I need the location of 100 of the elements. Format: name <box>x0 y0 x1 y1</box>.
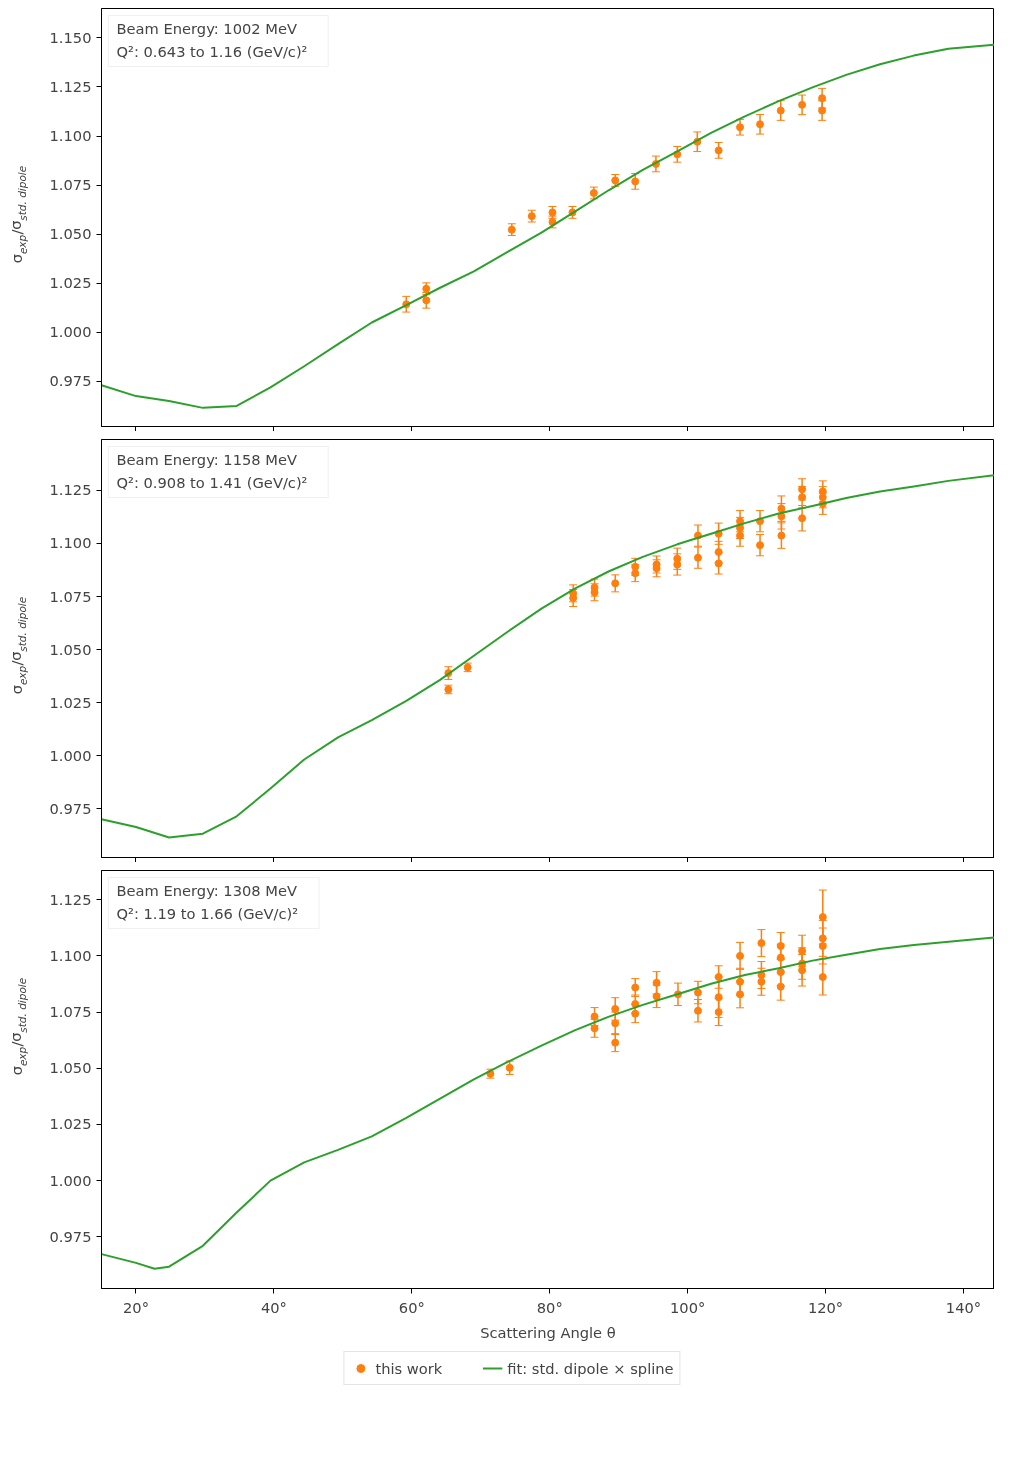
point <box>652 992 661 1001</box>
point <box>611 1019 620 1028</box>
point <box>818 493 827 502</box>
y-axis-title: σexp/σstd. dipole <box>7 596 29 695</box>
point <box>714 547 723 556</box>
point <box>652 978 661 987</box>
annotation: Beam Energy: 1308 MeV <box>116 881 297 899</box>
y-tick-label: 1.050 <box>49 640 92 658</box>
y-tick-label: 1.125 <box>49 481 92 499</box>
y-tick-label: 1.025 <box>49 274 92 292</box>
annotation: Beam Energy: 1002 MeV <box>116 19 297 37</box>
point <box>736 977 745 986</box>
legend-label: fit: std. dipole × spline <box>507 1359 674 1377</box>
point <box>757 939 766 948</box>
y-tick-label: 0.975 <box>49 372 92 390</box>
point <box>631 177 640 186</box>
point <box>777 531 786 540</box>
point <box>714 1008 723 1017</box>
point <box>776 106 785 115</box>
point <box>818 94 827 103</box>
annotation: Q²: 0.908 to 1.41 (GeV/c)² <box>116 473 308 491</box>
y-tick-label: 1.000 <box>49 1171 92 1189</box>
point <box>714 146 723 155</box>
y-tick-label: 1.075 <box>49 1003 92 1021</box>
point <box>757 977 766 986</box>
point <box>798 946 807 955</box>
legend-label: this work <box>375 1359 443 1377</box>
point <box>714 973 723 982</box>
point <box>631 983 640 992</box>
y-tick-label: 1.125 <box>49 890 92 908</box>
point <box>714 993 723 1002</box>
point <box>693 1006 702 1015</box>
x-tick-label: 120° <box>807 1298 844 1316</box>
point <box>693 553 702 562</box>
y-tick-label: 1.150 <box>49 28 92 46</box>
point <box>631 1000 640 1008</box>
point <box>590 1012 599 1021</box>
point <box>590 588 599 597</box>
point <box>798 966 807 975</box>
point <box>569 594 578 602</box>
point <box>798 514 807 523</box>
y-tick-label: 1.025 <box>49 693 92 711</box>
point <box>818 942 827 950</box>
point <box>590 1024 599 1033</box>
y-tick-label: 1.125 <box>49 78 92 95</box>
point <box>798 485 807 494</box>
y-tick-label: 1.050 <box>49 225 92 243</box>
y-tick-label: 1.000 <box>49 323 92 341</box>
point <box>631 569 640 578</box>
point <box>776 953 785 962</box>
point <box>611 579 620 588</box>
y-tick-label: 1.100 <box>49 946 92 964</box>
point <box>736 123 745 132</box>
point <box>736 951 745 960</box>
y-tick-label: 0.975 <box>49 799 92 817</box>
point <box>714 559 723 568</box>
point <box>776 982 785 991</box>
point <box>505 1063 514 1072</box>
annotation: Q²: 1.19 to 1.66 (GeV/c)² <box>116 904 299 922</box>
point <box>631 1009 640 1018</box>
y-axis-title: σexp/σstd. dipole <box>7 165 29 264</box>
y-tick-label: 1.000 <box>49 746 92 764</box>
point <box>798 100 807 109</box>
y-tick-label: 1.075 <box>49 176 92 194</box>
line-series <box>101 474 994 839</box>
point <box>798 493 807 502</box>
point <box>673 560 682 569</box>
y-tick-label: 1.050 <box>49 1059 92 1077</box>
point <box>818 973 827 982</box>
x-tick-label: 80° <box>536 1298 563 1316</box>
point <box>693 988 702 997</box>
annotation: Q²: 0.643 to 1.16 (GeV/c)² <box>116 42 308 60</box>
x-tick-label: 140° <box>945 1298 982 1316</box>
point <box>736 531 745 540</box>
y-tick-label: 0.975 <box>49 1227 92 1245</box>
point <box>776 968 785 977</box>
point <box>777 512 786 521</box>
y-axis-title: σexp/σstd. dipole <box>7 977 29 1076</box>
y-tick-label: 1.100 <box>49 127 92 145</box>
point <box>818 913 827 922</box>
y-tick-label: 1.100 <box>49 534 92 552</box>
x-tick-label: 60° <box>398 1298 425 1316</box>
y-tick-label: 1.025 <box>49 1115 92 1133</box>
x-tick-label: 20° <box>122 1298 149 1316</box>
x-axis-title: Scattering Angle θ <box>480 1323 616 1341</box>
point <box>818 106 827 115</box>
point <box>736 990 745 999</box>
point <box>818 934 827 943</box>
annotation: Beam Energy: 1158 MeV <box>116 450 297 468</box>
point <box>611 1038 620 1047</box>
x-tick-label: 100° <box>669 1298 706 1316</box>
point <box>611 1004 620 1013</box>
x-tick-label: 40° <box>260 1298 287 1316</box>
y-tick-label: 1.075 <box>49 587 92 605</box>
point <box>777 504 786 513</box>
line-series <box>101 936 994 1270</box>
point <box>756 120 765 129</box>
point <box>756 541 765 550</box>
point <box>776 942 785 950</box>
line-series <box>101 43 994 409</box>
